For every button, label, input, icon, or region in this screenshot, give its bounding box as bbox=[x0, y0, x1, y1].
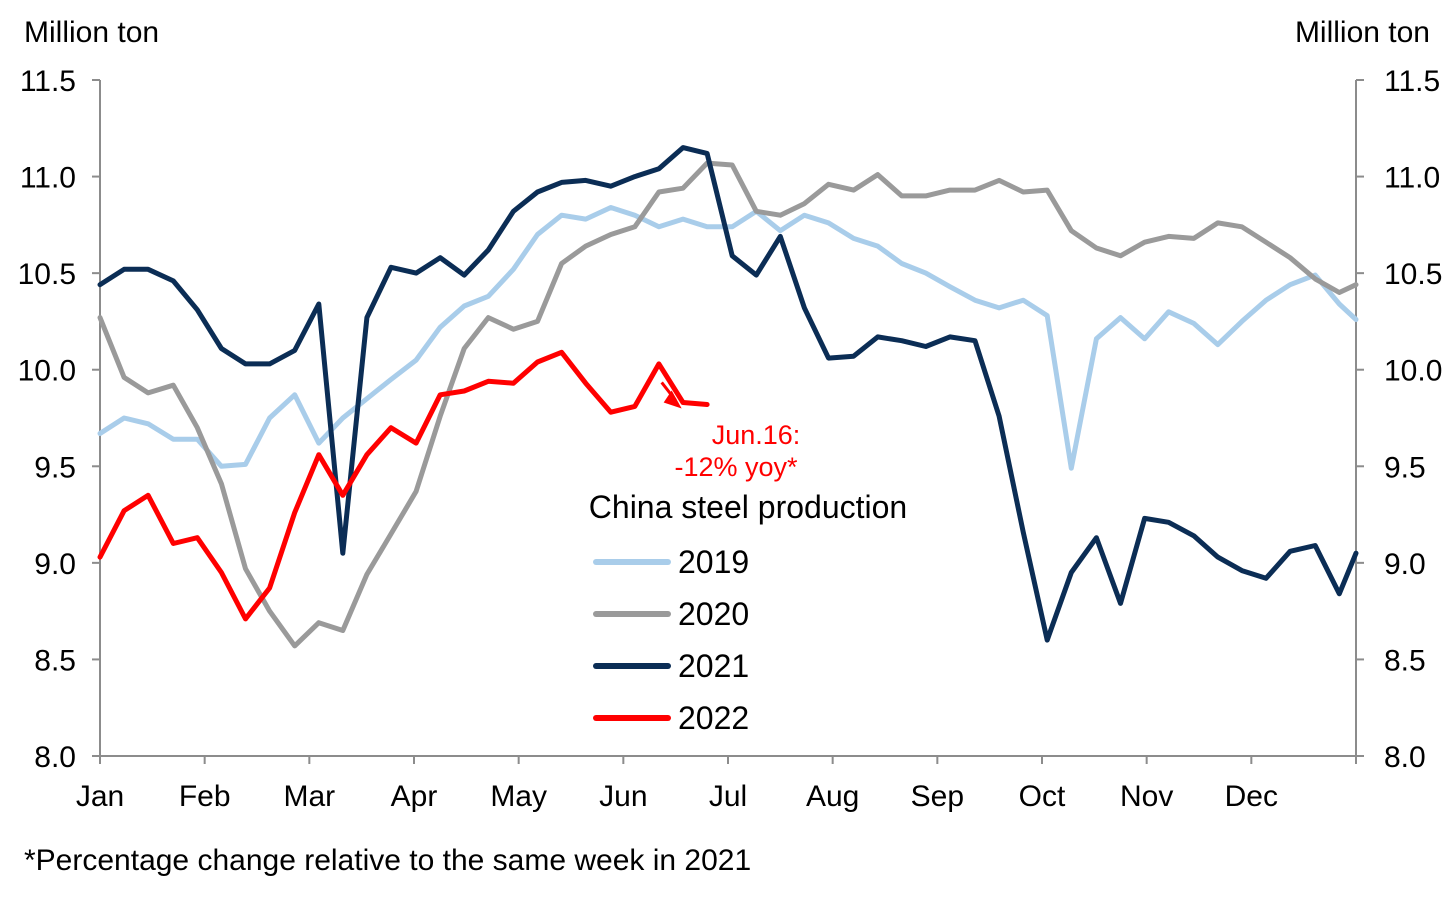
x-tick-label: Jan bbox=[76, 780, 124, 813]
x-tick-label: Dec bbox=[1225, 780, 1278, 813]
left-y-tick-labels: 11.5 11.0 10.5 10.0 9.5 9.0 8.5 8.0 bbox=[18, 65, 76, 774]
left-y-tick-label: 11.0 bbox=[20, 162, 76, 195]
right-y-tick-label: 11.0 bbox=[1384, 162, 1440, 195]
x-tick-label: May bbox=[490, 780, 547, 813]
annotation-arrow-head bbox=[663, 390, 682, 409]
legend-label-2020: 2020 bbox=[678, 596, 749, 632]
legend-title: China steel production bbox=[589, 489, 907, 525]
right-y-tick-label: 8.5 bbox=[1384, 644, 1426, 677]
right-y-tick-label: 11.5 bbox=[1384, 65, 1440, 98]
right-y-tick-label: 10.5 bbox=[1384, 258, 1442, 291]
legend-entries: 2019 2020 2021 2022 bbox=[593, 544, 749, 736]
x-tick-label: Jun bbox=[599, 780, 647, 813]
right-y-tick-label: 9.5 bbox=[1384, 451, 1426, 484]
x-tick-label: Feb bbox=[179, 780, 231, 813]
left-y-tick-label: 11.5 bbox=[20, 65, 76, 98]
right-y-tick-labels: 11.5 11.0 10.5 10.0 9.5 9.0 8.5 8.0 bbox=[1384, 65, 1442, 774]
legend-label-2019: 2019 bbox=[678, 544, 749, 580]
left-y-tick-label: 10.0 bbox=[18, 355, 76, 388]
x-tick-label: Nov bbox=[1120, 780, 1173, 813]
left-y-tick-label: 9.5 bbox=[34, 451, 76, 484]
annotation-jun16: Jun.16: -12% yoy* bbox=[660, 381, 801, 482]
annotation-line-1: Jun.16: bbox=[712, 420, 801, 450]
x-tick-label: Sep bbox=[911, 780, 964, 813]
left-y-tick-label: 8.0 bbox=[34, 741, 76, 774]
legend: China steel production 2019 2020 2021 2022 bbox=[589, 489, 907, 736]
series-line-2021 bbox=[97, 145, 1359, 643]
legend-label-2021: 2021 bbox=[678, 648, 749, 684]
left-y-tick-label: 10.5 bbox=[18, 258, 76, 291]
x-tick-label: Jul bbox=[709, 780, 747, 813]
annotation-line-2: -12% yoy* bbox=[674, 452, 798, 482]
series-line-2022 bbox=[97, 349, 710, 622]
x-tick-label: Aug bbox=[806, 780, 859, 813]
x-tick-labels: Jan Feb Mar Apr May Jun Jul Aug Sep Oct Nov Dec bbox=[76, 780, 1278, 813]
x-tick-label: Oct bbox=[1019, 780, 1066, 813]
right-y-tick-label: 9.0 bbox=[1384, 548, 1426, 581]
series-layer bbox=[97, 145, 1359, 649]
axes bbox=[92, 79, 1364, 764]
x-tick-label: Mar bbox=[283, 780, 335, 813]
legend-label-2022: 2022 bbox=[678, 700, 749, 736]
left-y-tick-label: 8.5 bbox=[34, 644, 76, 677]
x-tick-label: Apr bbox=[391, 780, 438, 813]
right-y-tick-label: 10.0 bbox=[1384, 355, 1442, 388]
series-line-2019 bbox=[97, 205, 1359, 471]
right-y-tick-label: 8.0 bbox=[1384, 741, 1426, 774]
left-axis-unit-label: Million ton bbox=[24, 16, 159, 49]
series-line-2020 bbox=[97, 160, 1359, 649]
left-y-tick-label: 9.0 bbox=[34, 548, 76, 581]
footnote: *Percentage change relative to the same … bbox=[24, 844, 752, 877]
right-axis-unit-label: Million ton bbox=[1295, 16, 1430, 49]
